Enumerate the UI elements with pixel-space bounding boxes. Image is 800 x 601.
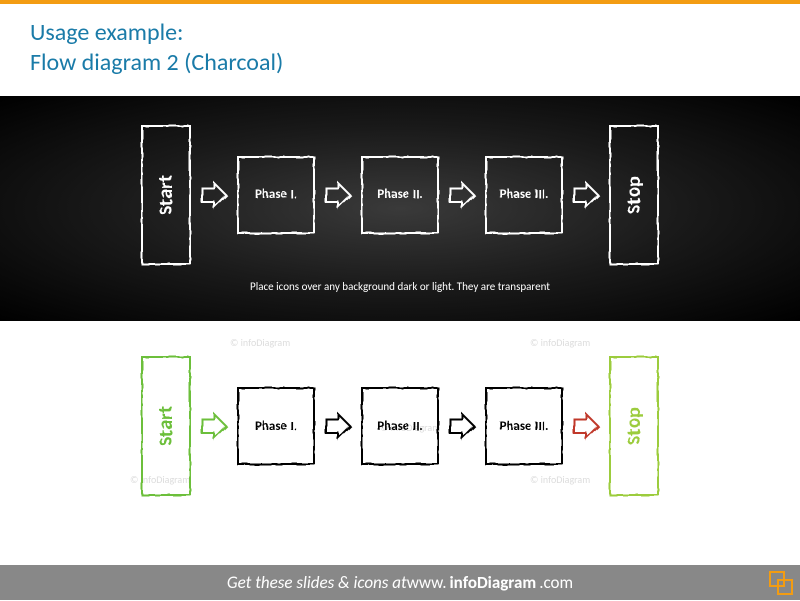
- stop-label: Stop: [622, 176, 646, 214]
- footer-www: www.: [407, 572, 447, 593]
- phase-box: Phase I.: [237, 387, 315, 465]
- arrow-icon: [571, 411, 601, 441]
- stop-box-light: Stop: [609, 356, 659, 496]
- phase-box: Phase II.: [361, 387, 439, 465]
- phase-label: Phase I.: [255, 187, 297, 202]
- start-box-light: Start: [141, 356, 191, 496]
- dark-flow-panel: Start Phase I. Phase II. Phase III. Stop…: [0, 96, 800, 321]
- arrow-icon: [571, 180, 601, 210]
- footer-brand: infoDiagram: [450, 572, 537, 593]
- arrow-icon: [323, 411, 353, 441]
- arrow-icon: [199, 180, 229, 210]
- start-label: Start: [154, 406, 178, 446]
- dark-caption: Place icons over any background dark or …: [250, 280, 550, 293]
- footer-pre: Get these slides & icons at: [227, 572, 407, 593]
- slide-title: Usage example: Flow diagram 2 (Charcoal): [30, 18, 770, 78]
- arrow-icon: [199, 411, 229, 441]
- start-box-dark: Start: [141, 125, 191, 265]
- arrow-icon: [447, 411, 477, 441]
- dark-flow: Start Phase I. Phase II. Phase III. Stop: [141, 125, 659, 265]
- phase-label: Phase III.: [500, 419, 549, 434]
- phase-label: Phase I.: [255, 419, 297, 434]
- light-flow: Start Phase I. Phase II. Phase III. Stop: [141, 356, 659, 496]
- phase-box: Phase II.: [361, 156, 439, 234]
- start-label: Start: [154, 174, 178, 214]
- phase-label: Phase III.: [500, 187, 549, 202]
- light-flow-panel: © infoDiagram © infoDiagram © infoDiagra…: [0, 321, 800, 546]
- stop-box-dark: Stop: [609, 125, 659, 265]
- watermark: © infoDiagram: [230, 336, 290, 349]
- phase-box: Phase III.: [485, 156, 563, 234]
- phase-label: Phase II.: [377, 187, 422, 202]
- title-line2: Flow diagram 2 (Charcoal): [30, 48, 283, 77]
- logo-icon: [768, 570, 794, 596]
- footer-suf: .com: [539, 572, 573, 593]
- title-line1: Usage example:: [30, 18, 183, 47]
- phase-label: Phase II.: [377, 419, 422, 434]
- footer-bar: Get these slides & icons at www.infoDiag…: [0, 565, 800, 600]
- arrow-icon: [323, 180, 353, 210]
- watermark: © infoDiagram: [530, 336, 590, 349]
- phase-box: Phase I.: [237, 156, 315, 234]
- slide-header: Usage example: Flow diagram 2 (Charcoal): [0, 4, 800, 96]
- arrow-icon: [447, 180, 477, 210]
- stop-label: Stop: [622, 407, 646, 445]
- phase-box: Phase III.: [485, 387, 563, 465]
